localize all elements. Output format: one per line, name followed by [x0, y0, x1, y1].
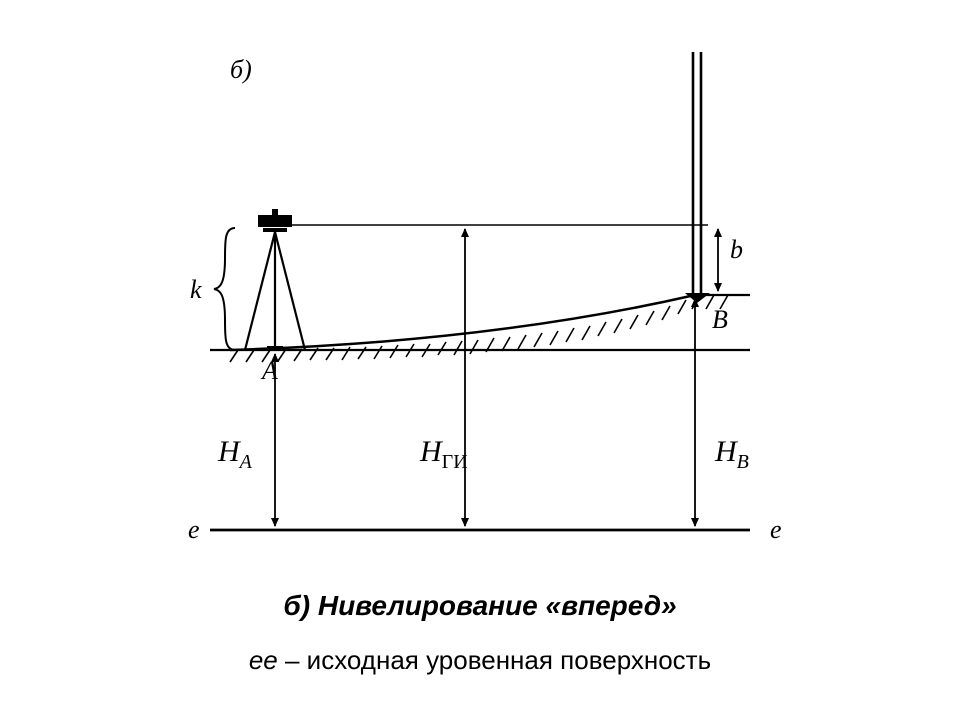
instrument-icon: [245, 209, 305, 351]
brace-k: [214, 228, 235, 350]
label-e-left: e: [188, 515, 200, 545]
label-HA: HA: [218, 435, 252, 474]
figure-label: б): [230, 55, 252, 85]
label-HGI: HГИ: [420, 435, 468, 474]
label-b: b: [730, 235, 743, 265]
rod-icon: [685, 52, 710, 303]
label-HB: HB: [715, 435, 749, 474]
caption-subtitle: ее – исходная уровенная поверхность: [0, 645, 960, 676]
ground-curve: [230, 295, 695, 350]
label-e-right: e: [770, 515, 782, 545]
label-k: k: [190, 275, 202, 305]
label-B: B: [712, 305, 728, 335]
caption-title: б) Нивелирование «вперед»: [0, 590, 960, 622]
label-A: A: [262, 356, 278, 386]
